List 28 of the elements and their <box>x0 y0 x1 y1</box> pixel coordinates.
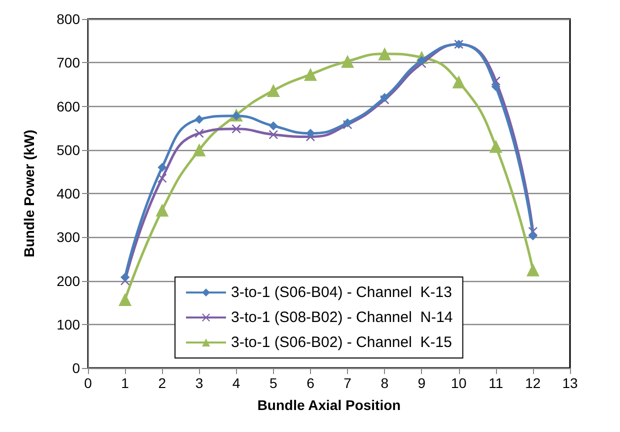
legend-label: 3-to-1 (S06-B04) - Channel K-13 <box>231 284 452 301</box>
x-tick-label: 10 <box>450 375 467 391</box>
y-tick-label: 100 <box>56 316 80 332</box>
y-tick-label: 0 <box>72 360 80 376</box>
x-tick-label: 12 <box>525 375 541 391</box>
x-tick-label: 8 <box>380 375 389 391</box>
legend-label: 3-to-1 (S08-B02) - Channel N-14 <box>231 309 453 326</box>
x-tick-label: 6 <box>306 375 315 391</box>
x-tick-label: 11 <box>488 375 504 391</box>
y-tick-label: 600 <box>56 98 80 114</box>
x-axis-title: Bundle Axial Position <box>257 397 401 413</box>
y-axis-title: Bundle Power (kW) <box>21 130 37 258</box>
x-tick-label: 0 <box>84 375 92 391</box>
x-tick-label: 3 <box>195 375 204 391</box>
y-tick-label: 500 <box>56 142 80 158</box>
x-tick-label: 4 <box>232 375 240 391</box>
legend-label: 3-to-1 (S06-B02) - Channel K-15 <box>231 334 452 351</box>
y-tick-label: 300 <box>56 229 80 246</box>
x-tick-label: 9 <box>418 375 426 391</box>
x-tick-label: 13 <box>562 375 578 391</box>
y-tick-label: 400 <box>56 186 80 202</box>
x-tick-label: 7 <box>344 375 352 391</box>
x-tick-label: 1 <box>121 375 130 391</box>
y-tick-label: 700 <box>56 54 80 71</box>
y-tick-label: 200 <box>56 272 80 289</box>
y-tick-label: 800 <box>56 11 80 27</box>
x-tick-label: 2 <box>158 375 166 391</box>
x-tick-label: 5 <box>269 375 278 391</box>
